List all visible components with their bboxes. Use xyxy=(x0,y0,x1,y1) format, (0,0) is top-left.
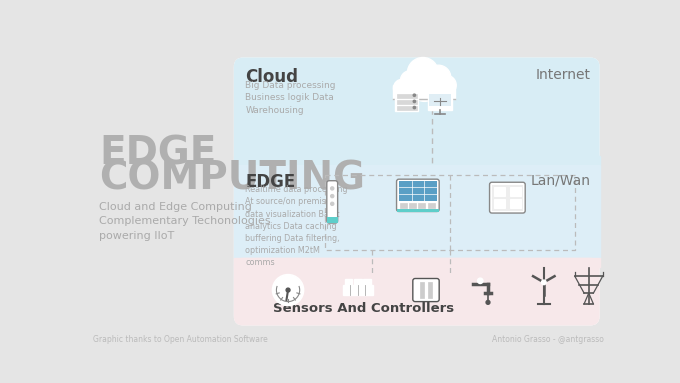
FancyBboxPatch shape xyxy=(413,278,439,301)
Text: Cloud: Cloud xyxy=(245,68,299,86)
Bar xyxy=(494,187,505,196)
Bar xyxy=(420,282,424,298)
Text: Cloud and Edge Computing
Complementary Techonologies
powering IIoT: Cloud and Edge Computing Complementary T… xyxy=(99,201,271,241)
FancyBboxPatch shape xyxy=(327,181,338,223)
Bar xyxy=(234,156,600,165)
FancyBboxPatch shape xyxy=(234,258,600,326)
Bar xyxy=(396,100,417,104)
Bar xyxy=(394,85,456,99)
Bar xyxy=(327,217,338,223)
Bar xyxy=(494,199,505,208)
Bar xyxy=(363,278,371,285)
Bar xyxy=(428,282,432,298)
Circle shape xyxy=(477,278,483,283)
Circle shape xyxy=(394,79,412,98)
Circle shape xyxy=(411,75,438,101)
Circle shape xyxy=(286,288,290,292)
Bar xyxy=(343,285,373,295)
Text: Realtime data processing
At source/on premises
data visualization Basic
analytic: Realtime data processing At source/on pr… xyxy=(245,185,348,267)
Bar xyxy=(510,187,521,196)
Circle shape xyxy=(330,187,334,190)
Text: Sensors And Controllers: Sensors And Controllers xyxy=(273,302,454,315)
FancyBboxPatch shape xyxy=(234,57,600,326)
Bar xyxy=(510,199,521,208)
Bar xyxy=(395,92,418,111)
Bar xyxy=(234,165,600,258)
FancyBboxPatch shape xyxy=(234,57,600,165)
Circle shape xyxy=(541,280,546,285)
Bar xyxy=(396,106,417,110)
Bar xyxy=(399,181,437,201)
Text: Antonio Grasso - @antgrasso: Antonio Grasso - @antgrasso xyxy=(492,336,605,344)
Text: Big Data processing
Business logik Data
Warehousing: Big Data processing Business logik Data … xyxy=(245,80,336,115)
Text: COMPUTING: COMPUTING xyxy=(99,160,365,198)
Circle shape xyxy=(413,94,415,97)
Bar xyxy=(345,278,352,285)
Bar xyxy=(429,95,451,106)
Bar xyxy=(234,258,600,267)
Circle shape xyxy=(426,65,451,90)
Circle shape xyxy=(407,57,439,88)
Circle shape xyxy=(401,70,420,91)
Bar xyxy=(428,93,452,110)
Bar xyxy=(492,185,523,211)
Text: Lan/Wan: Lan/Wan xyxy=(530,173,590,187)
Bar xyxy=(396,209,439,211)
Circle shape xyxy=(436,75,456,95)
Text: Internet: Internet xyxy=(535,68,590,82)
Text: EDGE: EDGE xyxy=(245,173,296,191)
FancyBboxPatch shape xyxy=(396,179,439,211)
Bar xyxy=(354,278,362,285)
Text: EDGE: EDGE xyxy=(99,134,216,172)
Bar xyxy=(428,203,435,208)
Circle shape xyxy=(330,195,334,198)
Circle shape xyxy=(273,275,303,306)
Bar xyxy=(400,203,407,208)
Circle shape xyxy=(330,202,334,205)
FancyBboxPatch shape xyxy=(490,182,525,213)
Bar xyxy=(396,94,417,98)
Circle shape xyxy=(486,300,490,304)
Circle shape xyxy=(413,106,415,109)
Bar xyxy=(418,203,425,208)
Bar xyxy=(409,203,416,208)
Text: Graphic thanks to Open Automation Software: Graphic thanks to Open Automation Softwa… xyxy=(92,336,267,344)
Circle shape xyxy=(413,100,415,103)
